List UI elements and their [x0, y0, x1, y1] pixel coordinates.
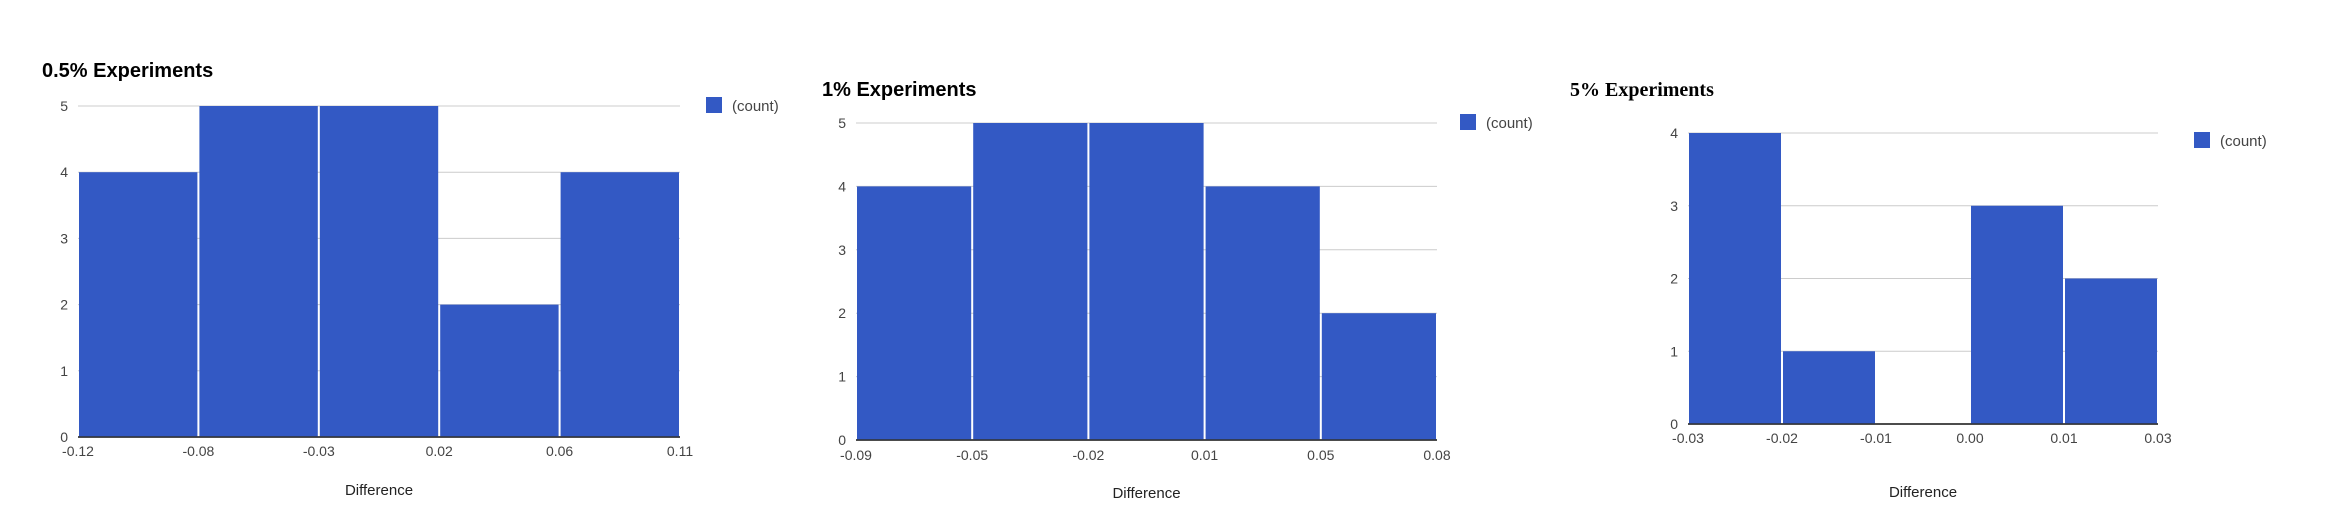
y-tick-label: 3	[838, 242, 846, 258]
x-tick-label: 0.03	[2144, 430, 2171, 446]
y-tick-label: 0	[838, 432, 846, 448]
legend-swatch	[2194, 132, 2210, 148]
y-tick-label: 2	[838, 305, 846, 321]
y-tick-label: 4	[838, 178, 846, 194]
legend-swatch	[1460, 114, 1476, 130]
histogram-bar[interactable]	[1689, 133, 1781, 424]
x-tick-label: -0.02	[1766, 430, 1798, 446]
y-tick-label: 4	[1670, 125, 1678, 141]
y-tick-label: 3	[1670, 198, 1678, 214]
histogram-bar[interactable]	[857, 186, 972, 440]
y-tick-label: 1	[60, 363, 68, 379]
y-tick-label: 2	[60, 297, 68, 313]
x-tick-label: 0.01	[2050, 430, 2077, 446]
histogram-bar[interactable]	[1971, 205, 2063, 424]
x-tick-label: 0.06	[546, 443, 573, 459]
histogram-bar[interactable]	[1783, 351, 1875, 424]
histogram-bar[interactable]	[2065, 278, 2157, 425]
chart-panel-5-percent: 5% Experiments 0 1 2 3 4 -0.03 -0.02 -0.01 0.00 0.…	[1560, 0, 2340, 508]
chart-svg: 5% Experiments 0 1 2 3 4 -0.03 -0.02 -0.01 0.00 0.…	[1570, 79, 2267, 501]
histogram-bar[interactable]	[319, 106, 439, 437]
histogram-bar[interactable]	[560, 172, 679, 437]
y-tick-label: 1	[1670, 343, 1678, 359]
chart-svg: 1% Experiments 0 1 2 3 4 5 -0.09 -0.05 -0.02 0.01 0…	[822, 79, 1533, 502]
legend-label: (count)	[2220, 133, 2267, 150]
x-tick-label: 0.05	[1307, 447, 1334, 463]
y-tick-label: 0	[60, 429, 68, 445]
histogram-bar[interactable]	[1205, 186, 1320, 440]
x-tick-label: -0.01	[1860, 430, 1892, 446]
histogram-bar[interactable]	[199, 106, 318, 437]
x-tick-label: 0.08	[1423, 447, 1450, 463]
chart-title: 0.5% Experiments	[42, 60, 213, 82]
x-tick-label: -0.05	[956, 447, 988, 463]
histogram-bar[interactable]	[1089, 123, 1204, 440]
histogram-bar[interactable]	[973, 123, 1088, 440]
x-tick-label: -0.08	[182, 443, 214, 459]
chart-title: 1% Experiments	[822, 79, 977, 101]
y-tick-label: 5	[838, 115, 846, 131]
x-tick-label: 0.11	[667, 443, 693, 459]
y-tick-label: 1	[838, 369, 846, 385]
x-tick-label: -0.03	[303, 443, 335, 459]
y-tick-label: 5	[60, 98, 68, 114]
x-tick-label: 0.01	[1191, 447, 1218, 463]
y-tick-label: 2	[1670, 271, 1678, 287]
legend-label: (count)	[732, 98, 779, 115]
y-tick-label: 0	[1670, 416, 1678, 432]
x-tick-label: -0.09	[840, 447, 872, 463]
legend-label: (count)	[1486, 115, 1533, 132]
legend-swatch	[706, 97, 722, 113]
x-axis-title: Difference	[1889, 484, 1957, 501]
y-tick-label: 3	[60, 230, 68, 246]
chart-title: 5% Experiments	[1570, 79, 1714, 101]
histogram-bar[interactable]	[79, 172, 198, 437]
x-axis-title: Difference	[1112, 485, 1180, 502]
x-tick-label: 0.02	[426, 443, 453, 459]
chart-panel-1-percent: 1% Experiments 0 1 2 3 4 5 -0.09 -0.05 -0.02 0.01 0…	[800, 0, 1580, 508]
x-tick-label: -0.02	[1072, 447, 1104, 463]
x-tick-label: -0.03	[1672, 430, 1704, 446]
histogram-bar[interactable]	[440, 304, 559, 437]
x-tick-label: 0.00	[1956, 430, 1983, 446]
chart-panel-0-5-percent: 0.5% Experiments 0 1 2 3 4 5 -0.12 -0.08 -0.03 0.0…	[0, 0, 800, 508]
x-axis-title: Difference	[345, 482, 413, 499]
chart-svg: 0.5% Experiments 0 1 2 3 4 5 -0.12 -0.08 -0.03 0.0…	[42, 60, 779, 499]
histogram-bar[interactable]	[1321, 313, 1436, 440]
y-tick-label: 4	[60, 164, 68, 180]
x-tick-label: -0.12	[62, 443, 94, 459]
